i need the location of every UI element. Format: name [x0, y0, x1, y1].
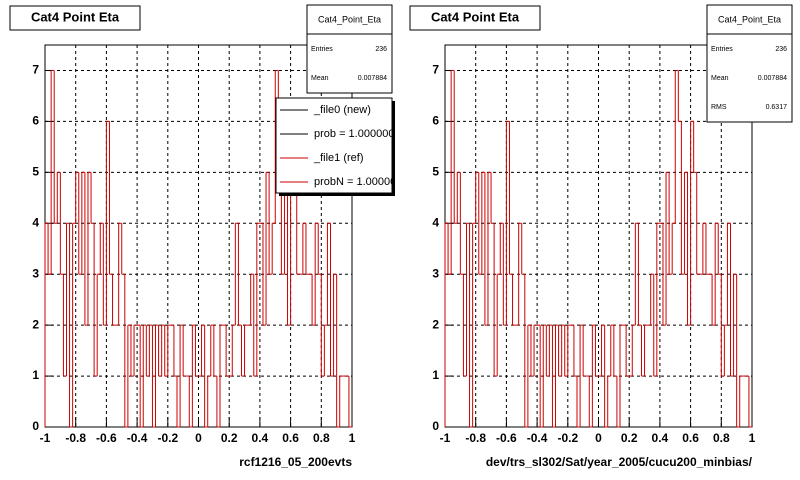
- y-tick-label: 4: [32, 215, 39, 229]
- title-box: [409, 5, 541, 31]
- legend-label: prob = 1.000000: [314, 128, 394, 140]
- y-tick-label: 7: [432, 63, 439, 77]
- x-tick-label: -0.2: [157, 431, 178, 445]
- stats-label: Entries: [711, 46, 733, 53]
- x-tick-label: 0.4: [652, 431, 669, 445]
- x-tick-label: -1: [40, 431, 51, 445]
- x-tick-label: -0.6: [96, 431, 117, 445]
- y-tick-label: 4: [432, 215, 439, 229]
- stats-box: [306, 4, 393, 94]
- pad: 0 1 2 3 4 5 6 7 -1 -0.8 -0.6 -0.4 -0.2 0 0.2 0.4 0.6 0.8 1…: [409, 4, 793, 469]
- chart-title: Cat4 Point Eta: [431, 9, 520, 24]
- stats-value: 236: [775, 46, 787, 53]
- legend-label: _file1 (ref): [313, 152, 364, 164]
- y-tick-label: 3: [32, 266, 39, 280]
- legend-label: probN = 1.000000: [314, 176, 402, 188]
- stats-box: [706, 4, 793, 123]
- x-tick-label: 0: [595, 431, 602, 445]
- y-tick-label: 6: [32, 114, 39, 128]
- stats-value: 0.007884: [758, 75, 787, 82]
- legend: _file0 (new) prob = 1.000000 _file1 (ref) p…: [280, 104, 402, 188]
- legend-label: _file0 (new): [313, 104, 371, 116]
- x-tick-label: 0: [195, 431, 202, 445]
- x-tick-label: 0.6: [682, 431, 699, 445]
- x-tick-label: -0.4: [127, 431, 148, 445]
- x-axis-label: rcf1216_05_200evts: [239, 455, 352, 469]
- y-tick-label: 7: [32, 63, 39, 77]
- stats-label: Entries: [311, 46, 333, 53]
- y-tick-label: 3: [432, 266, 439, 280]
- pad: 0 1 2 3 4 5 6 7 -1 -0.8 -0.6 -0.4 -0.2 0 0.2 0.4 0.6 0.8 1…: [9, 4, 402, 469]
- x-tick-label: -0.8: [65, 431, 86, 445]
- x-tick-label: -0.4: [527, 431, 548, 445]
- stats-title: Cat4_Point_Eta: [718, 14, 781, 24]
- x-tick-label: 0.2: [621, 431, 638, 445]
- stats-label: Mean: [711, 75, 729, 82]
- x-axis-label: dev/trs_sl302/Sat/year_2005/cucu200_minb…: [486, 455, 753, 469]
- title-box: [9, 5, 141, 31]
- x-tick-label: 0.8: [713, 431, 730, 445]
- stats-label: RMS: [711, 104, 727, 111]
- y-tick-label: 5: [32, 165, 39, 179]
- y-tick-label: 0: [432, 419, 439, 433]
- stats-title: Cat4_Point_Eta: [318, 14, 381, 24]
- y-tick-label: 0: [32, 419, 39, 433]
- x-tick-label: -0.6: [496, 431, 517, 445]
- x-tick-label: 1: [749, 431, 756, 445]
- y-tick-label: 2: [432, 317, 439, 331]
- x-tick-label: 1: [349, 431, 356, 445]
- stats-value: 0.6317: [766, 104, 788, 111]
- x-tick-label: 0.6: [282, 431, 299, 445]
- x-tick-label: -1: [440, 431, 451, 445]
- y-tick-label: 1: [432, 368, 439, 382]
- stats-value: 236: [375, 46, 387, 53]
- x-tick-label: 0.8: [313, 431, 330, 445]
- x-tick-label: -0.2: [557, 431, 578, 445]
- y-tick-label: 5: [432, 165, 439, 179]
- stats-value: 0.007884: [358, 75, 387, 82]
- x-tick-label: -0.8: [465, 431, 486, 445]
- y-tick-label: 1: [32, 368, 39, 382]
- x-tick-label: 0.4: [252, 431, 269, 445]
- y-tick-label: 2: [32, 317, 39, 331]
- x-tick-label: 0.2: [221, 431, 238, 445]
- stats-label: Mean: [311, 75, 329, 82]
- y-tick-label: 6: [432, 114, 439, 128]
- chart-title: Cat4 Point Eta: [31, 9, 120, 24]
- legend-box: [275, 97, 393, 194]
